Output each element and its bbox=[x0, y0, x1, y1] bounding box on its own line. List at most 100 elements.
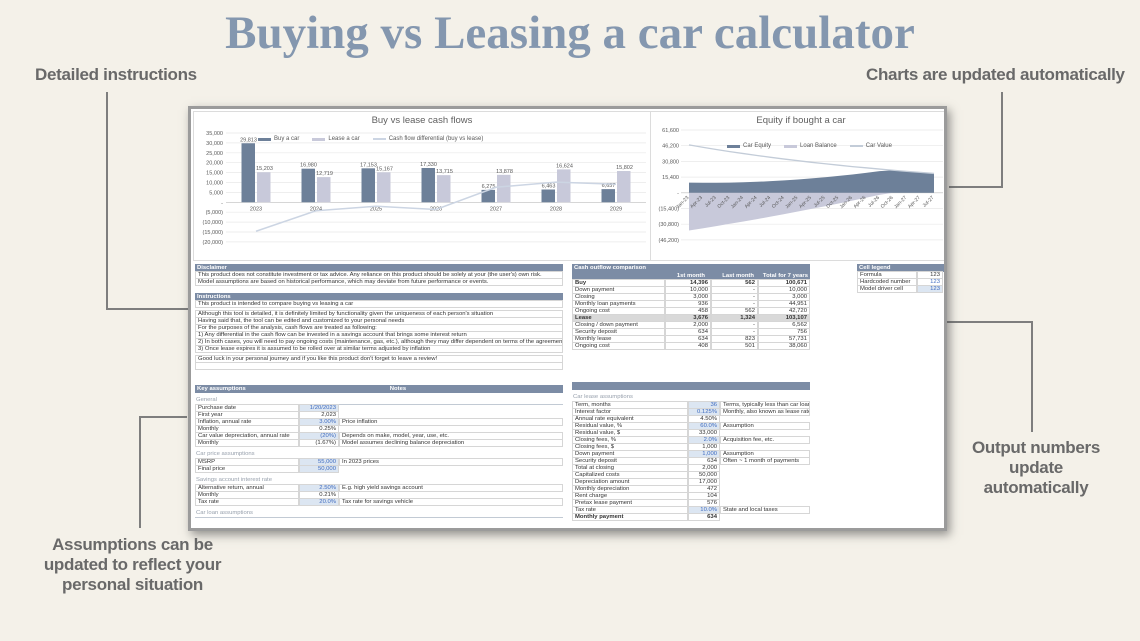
note-cell: In 2023 prices bbox=[339, 458, 563, 466]
svg-text:(30,800): (30,800) bbox=[659, 222, 680, 228]
svg-text:(20,000): (20,000) bbox=[203, 240, 224, 246]
svg-text:(15,400): (15,400) bbox=[659, 207, 680, 213]
annotation-assumptions: Assumptions can be updated to reflect yo… bbox=[43, 535, 222, 594]
svg-text:6,463: 6,463 bbox=[542, 184, 556, 190]
row-label: Monthly bbox=[195, 439, 299, 447]
buy-vs-lease-legend: Buy a car Lease a car Cash flow differen… bbox=[258, 136, 483, 142]
svg-text:(15,000): (15,000) bbox=[203, 230, 224, 236]
svg-text:25,000: 25,000 bbox=[206, 151, 223, 157]
key-assumptions-table: Key assumptions Notes General Purchase date… bbox=[195, 385, 563, 518]
svg-text:61,600: 61,600 bbox=[662, 128, 679, 134]
chart-title-buy-vs-lease: Buy vs lease cash flows bbox=[371, 115, 473, 126]
svg-text:-: - bbox=[221, 200, 223, 206]
row-label: Monthly payment bbox=[572, 513, 688, 521]
table-row: Final price 50,000 bbox=[195, 465, 563, 473]
svg-text:6,275: 6,275 bbox=[482, 184, 496, 190]
table-row: This product is intended to compare buyi… bbox=[195, 300, 563, 308]
svg-text:10,000: 10,000 bbox=[206, 181, 223, 187]
table-column-headers: 1st month Last month Total for 7 years bbox=[572, 272, 810, 280]
instructions-section: Instructions This product is intended to … bbox=[195, 293, 563, 370]
table-row: 3) Once lease expires it is assumed to b… bbox=[195, 345, 563, 353]
svg-text:16,624: 16,624 bbox=[556, 163, 573, 169]
note-cell bbox=[720, 513, 810, 521]
value-cell[interactable]: 123 bbox=[917, 285, 943, 293]
svg-text:35,000: 35,000 bbox=[206, 131, 223, 137]
row-label: Model driver cell bbox=[857, 285, 917, 293]
value-cell: 38,060 bbox=[758, 342, 810, 350]
car-value-swatch bbox=[849, 145, 863, 147]
svg-text:15,400: 15,400 bbox=[662, 175, 679, 181]
svg-text:15,167: 15,167 bbox=[376, 166, 393, 172]
table-row: Tax rate 20.0% Tax rate for savings vehicl… bbox=[195, 498, 563, 506]
value-cell: (1.67%) bbox=[299, 439, 339, 447]
svg-text:16,980: 16,980 bbox=[300, 163, 317, 169]
buy-a-car-swatch bbox=[258, 137, 271, 141]
svg-text:30,000: 30,000 bbox=[206, 141, 223, 147]
svg-text:Jan-27: Jan-27 bbox=[893, 195, 908, 210]
svg-text:Oct-26: Oct-26 bbox=[880, 195, 895, 210]
note-cell: Often ~ 1 month of payments bbox=[720, 457, 810, 465]
table-row: Monthly payment 634 bbox=[572, 513, 810, 521]
legend-label: Lease a car bbox=[328, 136, 360, 142]
legend-label: Car Value bbox=[865, 143, 892, 149]
svg-text:15,802: 15,802 bbox=[616, 165, 633, 171]
note-cell: Model assumes declining balance deprecia… bbox=[339, 439, 563, 447]
cell-legend-table: Cell legend Formula 123 Hardcoded number 123… bbox=[857, 264, 944, 293]
table-row: Model driver cell 123 bbox=[857, 285, 944, 293]
table-header: Disclaimer bbox=[195, 264, 563, 272]
text-cell: Model assumptions are based on historica… bbox=[195, 278, 563, 286]
svg-text:29,813: 29,813 bbox=[240, 137, 257, 143]
svg-text:15,000: 15,000 bbox=[206, 171, 223, 177]
table-header bbox=[572, 382, 810, 390]
section-label: Car loan assumptions bbox=[195, 508, 563, 518]
table-row bbox=[195, 362, 563, 370]
svg-text:(46,200): (46,200) bbox=[659, 238, 680, 244]
note-cell: E.g. high yield savings account bbox=[339, 484, 563, 492]
svg-text:2025: 2025 bbox=[370, 206, 382, 212]
note-cell: Price inflation bbox=[339, 418, 563, 426]
svg-text:Apr-27: Apr-27 bbox=[907, 195, 922, 210]
lease-a-car-swatch bbox=[312, 137, 326, 141]
annotation-detailed-instructions: Detailed instructions bbox=[35, 65, 197, 84]
svg-text:2023: 2023 bbox=[250, 206, 262, 212]
note-cell: Assumption bbox=[720, 422, 810, 430]
loan-balance-swatch bbox=[784, 144, 798, 148]
annotation-output-numbers: Output numbers update automatically bbox=[971, 438, 1100, 497]
text-cell bbox=[195, 362, 563, 370]
value-cell[interactable]: 50,000 bbox=[299, 465, 339, 473]
svg-text:13,715: 13,715 bbox=[436, 169, 453, 175]
table-row: Ongoing cost 458 562 42,720 bbox=[572, 307, 810, 315]
svg-text:13,878: 13,878 bbox=[496, 169, 513, 175]
svg-text:2029: 2029 bbox=[610, 206, 622, 212]
row-label: Final price bbox=[195, 465, 299, 473]
value-cell[interactable]: 20.0% bbox=[299, 498, 339, 506]
legend-label: Cash flow differential (buy vs lease) bbox=[388, 136, 484, 142]
table-header: Instructions bbox=[195, 293, 563, 301]
legend-label: Car Equity bbox=[743, 143, 772, 149]
svg-text:12,719: 12,719 bbox=[316, 171, 333, 177]
svg-text:6,657: 6,657 bbox=[602, 183, 616, 189]
svg-text:2024: 2024 bbox=[310, 206, 322, 212]
value-cell: 501 bbox=[711, 342, 758, 350]
legend-label: Loan Balance bbox=[800, 143, 837, 149]
legend-label: Buy a car bbox=[274, 136, 300, 142]
svg-text:46,200: 46,200 bbox=[662, 144, 679, 150]
annotation-charts-updated: Charts are updated automatically bbox=[866, 65, 1125, 84]
svg-text:-: - bbox=[677, 191, 679, 197]
text-cell: 3) Once lease expires it is assumed to b… bbox=[195, 345, 563, 353]
spreadsheet-window: Buy vs lease cash flows Buy a car Lease … bbox=[188, 106, 947, 531]
svg-text:30,800: 30,800 bbox=[662, 159, 679, 165]
note-cell: Tax rate for savings vehicle bbox=[339, 498, 563, 506]
car-equity-swatch bbox=[727, 144, 740, 148]
table-header: Cell legend bbox=[857, 264, 944, 272]
note-cell: Monthly, also known as lease rate factor bbox=[720, 408, 810, 416]
car-lease-assumptions-table: Car lease assumptions Term, months 36 Terms… bbox=[572, 382, 810, 521]
row-label: Tax rate bbox=[195, 498, 299, 506]
svg-text:17,330: 17,330 bbox=[420, 162, 437, 168]
equity-legend: Car Equity Loan Balance Car Value bbox=[727, 143, 892, 149]
table-row: Residual value, % 60.0% Assumption bbox=[572, 422, 810, 430]
cash-outflow-table: Cash outflow comparison 1st month Last mon… bbox=[572, 264, 810, 350]
equity-chart-svg: 61,600 46,200 30,800 15,400 - (15,400) (30,800… bbox=[659, 128, 943, 244]
svg-text:(5,000): (5,000) bbox=[206, 210, 224, 216]
page-title: Buying vs Leasing a car calculator bbox=[225, 7, 915, 59]
